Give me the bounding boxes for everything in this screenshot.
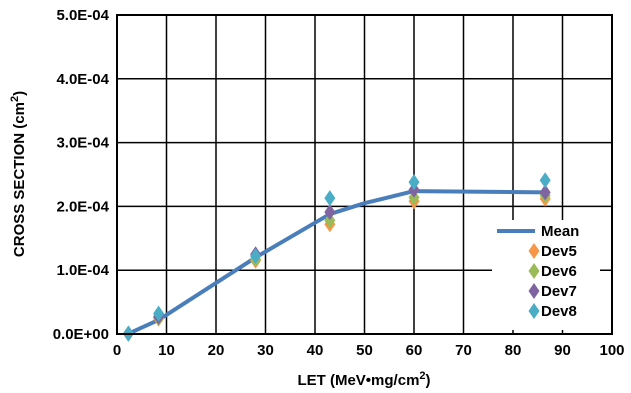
x-tick-label: 50 — [356, 342, 373, 359]
x-tick-label: 40 — [307, 342, 324, 359]
x-tick-label: 30 — [257, 342, 274, 359]
data-point-dev6 — [324, 212, 336, 229]
y-tick-label: 1.0E-04 — [56, 262, 109, 279]
data-point-dev8 — [408, 174, 420, 191]
legend-swatch-dev7 — [528, 283, 540, 299]
y-tick-labels: 0.0E+00 1.0E-04 2.0E-04 3.0E-04 4.0E-04 5.0E-… — [53, 7, 110, 343]
legend-swatch-dev5 — [528, 243, 540, 259]
legend-label-dev6: Dev6 — [541, 263, 577, 280]
x-tick-labels: 0 10 20 30 40 50 60 70 80 90 100 — [113, 342, 625, 359]
legend-swatch-dev8 — [528, 303, 540, 319]
x-axis-label-superscript: 2 — [419, 370, 425, 382]
legend: Mean Dev5 Dev6 Dev7 Dev8 — [497, 223, 579, 320]
data-point-dev8 — [539, 172, 551, 189]
y-axis-label: CROSS SECTION (cm2) — [9, 91, 28, 257]
x-tick-label: 20 — [208, 342, 225, 359]
x-tick-label: 70 — [455, 342, 472, 359]
legend-label-dev5: Dev5 — [541, 243, 577, 260]
y-tick-label: 0.0E+00 — [53, 326, 109, 343]
x-tick-label: 60 — [406, 342, 423, 359]
x-axis-label-end: ) — [426, 372, 431, 389]
x-tick-label: 10 — [158, 342, 175, 359]
y-tick-label: 2.0E-04 — [56, 198, 109, 215]
y-axis-label-superscript: 2 — [9, 96, 21, 102]
plot-frame — [116, 14, 613, 335]
y-tick-label: 4.0E-04 — [56, 71, 109, 88]
x-axis-label: LET (MeV•mg/cm2) — [297, 370, 430, 389]
data-point-dev8 — [250, 248, 262, 265]
legend-label-dev8: Dev8 — [541, 303, 577, 320]
x-tick-label: 0 — [113, 342, 121, 359]
data-point-dev7 — [324, 204, 336, 221]
data-point-dev8 — [324, 190, 336, 207]
y-tick-label: 3.0E-04 — [56, 135, 109, 152]
x-tick-label: 100 — [599, 342, 624, 359]
legend-label-mean: Mean — [541, 223, 579, 240]
data-point-dev8 — [153, 305, 165, 322]
legend-background — [492, 220, 600, 330]
x-tick-label: 80 — [505, 342, 522, 359]
y-axis-label-end: ) — [11, 91, 28, 96]
legend-swatch-dev6 — [528, 263, 540, 279]
x-tick-label: 90 — [554, 342, 571, 359]
legend-label-dev7: Dev7 — [541, 283, 577, 300]
data-point-dev7 — [539, 184, 551, 201]
y-tick-label: 5.0E-04 — [56, 7, 109, 24]
